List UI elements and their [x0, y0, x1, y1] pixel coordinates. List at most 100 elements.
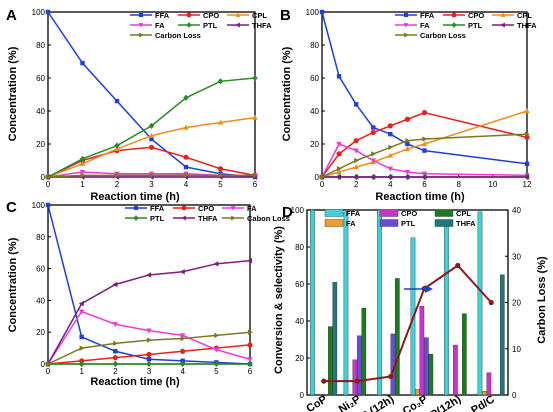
panel-b-series-line-ffa — [321, 11, 528, 165]
panel-d-carbon-loss-point — [321, 378, 327, 384]
panel-a-point-carbon-loss — [218, 172, 224, 179]
panel-a-point-carbon-loss — [45, 174, 51, 180]
panel-a-x-axis-title: Reaction time (h) — [90, 191, 180, 203]
panel-b-y-tick-label: 20 — [310, 140, 319, 149]
panel-b-point-cpo — [387, 123, 393, 129]
panel-c-point-ffa — [79, 334, 84, 340]
panel-a-y-axis-title: Concentration (%) — [7, 46, 19, 141]
panel-d-legend-label-ptl: PTL — [401, 219, 416, 228]
panel-d-carbon-loss-point — [388, 373, 394, 380]
panel-c-legend-marker-ptl — [133, 215, 139, 221]
panel-b-legend-marker-cpl — [500, 12, 506, 17]
panel-d-bar-ffa — [310, 209, 315, 396]
panel-c-point-ffa — [146, 357, 152, 362]
panel-d-y2-tick-label: 0 — [512, 391, 517, 400]
panel-d-bar-cpl — [428, 354, 434, 396]
panel-c-legend-label-cpo: CPO — [198, 204, 214, 213]
panel-b-point-thfa — [524, 174, 530, 180]
panel-c-y-tick-label: 80 — [36, 233, 45, 242]
panel-b-point-thfa — [387, 174, 393, 180]
panel-b-legend-marker-fa — [403, 23, 409, 28]
panel-d-legend-label-ffa: FFA — [346, 209, 361, 218]
panel-c-point-cabon-loss — [214, 332, 220, 339]
panel-a-x-tick-label: 3 — [149, 180, 154, 189]
panel-c-legend-label-fa: FA — [247, 204, 257, 213]
panel-c-point-fa — [146, 328, 152, 334]
panel-c-letter: C — [6, 199, 17, 216]
panel-a-point-ptl — [183, 94, 189, 101]
panel-b-legend-label-cpl: CPL — [517, 11, 532, 20]
panel-d-bar-cpo — [453, 344, 458, 396]
panel-a-point-fa — [79, 169, 86, 175]
panel-a-legend-marker-cpl — [235, 12, 241, 17]
panel-b-legend-label-carbon-loss: Carbon Loss — [420, 31, 466, 40]
panel-b-point-cpo — [336, 151, 342, 157]
panel-d-carbon-loss-point — [455, 262, 461, 269]
panel-d-legend-swatch-thfa — [434, 219, 454, 227]
panel-b-point-thfa — [336, 174, 342, 180]
panel-b-y-tick-label: 60 — [310, 74, 319, 83]
panel-a-legend-label-thfa: THFA — [252, 21, 272, 30]
panel-d-category-label: Co₂P — [401, 393, 430, 412]
panel-c-point-cabon-loss — [247, 329, 253, 335]
panel-d-bar-ffa — [477, 211, 483, 396]
panel-b-y-tick-label: 0 — [315, 173, 320, 182]
panel-d-bar-cpl — [328, 326, 333, 396]
panel-a-legend-marker-fa — [138, 23, 144, 28]
panel-c-point-fa — [247, 357, 253, 363]
panel-b-point-ffa — [524, 161, 530, 167]
panel-c-point-fa — [179, 333, 186, 339]
panel-b-x-tick-label: 8 — [456, 180, 461, 189]
panel-b-point-ffa — [405, 141, 410, 147]
panel-c-legend-label-ptl: PTL — [150, 214, 165, 223]
panel-a-point-ffa — [80, 60, 85, 66]
panel-c-x-tick-label: 6 — [248, 367, 253, 376]
panel-a-point-carbon-loss — [114, 172, 120, 179]
panel-d-bar-cpo — [419, 306, 425, 396]
panel-b-point-carbon-loss — [405, 137, 411, 144]
panel-c-x-tick-label: 0 — [46, 367, 51, 376]
panel-c-x-tick-label: 5 — [214, 367, 219, 376]
panel-c-legend-marker-thfa — [181, 215, 186, 221]
panel-c-point-ffa — [180, 358, 185, 364]
panel-c-point-ptl — [179, 360, 186, 368]
panel-d-bar-cpo — [352, 359, 358, 396]
panel-b-y-axis-title: Concentration (%) — [281, 46, 293, 141]
panel-a-point-carbon-loss — [149, 172, 155, 179]
panel-a-y-tick-label: 0 — [41, 173, 46, 182]
panel-a-point-cpl — [148, 132, 155, 138]
panel-b-y-tick-label: 100 — [306, 8, 320, 17]
panel-a-legend-label-ptl: PTL — [203, 21, 218, 30]
panel-d-carbon-loss-point — [354, 378, 360, 384]
panel-d-legend-swatch-fa — [324, 219, 344, 227]
panel-c-y-tick-label: 0 — [41, 360, 46, 369]
panel-a-point-cpl — [183, 124, 189, 130]
panel-d-legend-label-thfa: THFA — [456, 219, 476, 228]
panel-a-point-carbon-loss — [183, 172, 189, 179]
panel-b-point-carbon-loss — [337, 166, 342, 172]
panel-c-legend-label-ffa: FFA — [150, 204, 165, 213]
panel-c-x-tick-label: 4 — [180, 367, 185, 376]
panel-b-point-carbon-loss — [524, 131, 530, 137]
panel-c-y-tick-label: 100 — [32, 201, 46, 210]
panel-a-y-tick-label: 60 — [36, 74, 45, 83]
panel-d-y-tick-label: 20 — [295, 354, 304, 363]
panel-b-x-tick-label: 0 — [320, 180, 325, 189]
panel-d-bar-thfa — [499, 274, 505, 396]
panel-a-y-tick-label: 80 — [36, 41, 45, 50]
panel-b-point-fa — [353, 148, 359, 154]
panel-c-y-tick-label: 20 — [36, 328, 45, 337]
panel-c-point-ptl — [146, 360, 152, 368]
panel-d-y2-tick-label: 30 — [512, 252, 521, 261]
panel-a-point-cpo — [217, 166, 224, 172]
panel-c-point-ptl — [112, 360, 119, 368]
panel-c-x-axis-title: Reaction time (h) — [90, 376, 180, 388]
panel-d-bar-ffa — [377, 209, 382, 396]
panel-c-point-thfa — [213, 261, 219, 267]
panel-c-legend-label-cabon-loss: Cabon Loss — [247, 214, 290, 223]
panel-a-x-tick-label: 5 — [218, 180, 223, 189]
panel-a-legend-marker-ptl — [186, 22, 192, 28]
panel-b-point-ffa — [422, 148, 427, 153]
panel-c-y-tick-label: 60 — [36, 265, 45, 274]
